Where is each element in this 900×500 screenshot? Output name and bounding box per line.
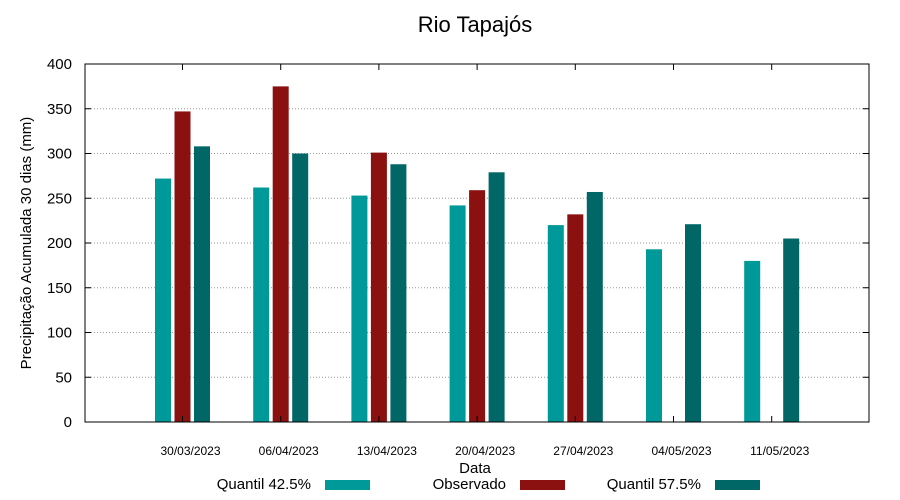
bar xyxy=(586,191,603,422)
legend-label: Observado xyxy=(433,476,506,493)
legend-label: Quantil 42.5% xyxy=(217,476,311,493)
bar xyxy=(567,214,584,422)
bar xyxy=(351,195,368,422)
bars xyxy=(155,86,800,423)
legend: Quantil 42.5% Observado Quantil 57.5% xyxy=(217,476,760,493)
y-tick-label: 50 xyxy=(55,369,72,386)
y-tick-label: 200 xyxy=(47,235,72,252)
bar xyxy=(783,238,800,422)
bar xyxy=(370,152,387,423)
legend-swatch xyxy=(520,480,565,490)
x-axis-label: Data xyxy=(459,460,491,477)
bar xyxy=(469,190,486,422)
bar xyxy=(174,111,191,422)
legend-swatch xyxy=(715,480,760,490)
x-tick-label: 13/04/2023 xyxy=(357,444,417,458)
x-tick-label: 06/04/2023 xyxy=(259,444,319,458)
y-tick-label: 100 xyxy=(47,325,72,342)
bar xyxy=(155,178,171,422)
bar xyxy=(253,187,270,422)
y-tick-label: 250 xyxy=(47,190,72,207)
bar xyxy=(449,205,466,422)
legend-swatch xyxy=(325,480,370,490)
bar xyxy=(547,225,564,422)
ticks: 0 50 100 150 200 250 300 350 400 30/03/2023 06/04/… xyxy=(47,56,869,458)
y-tick-label: 300 xyxy=(47,146,72,163)
bar xyxy=(272,86,289,422)
y-tick-label: 150 xyxy=(47,280,72,297)
x-tick-label: 04/05/2023 xyxy=(651,444,711,458)
x-tick-label: 30/03/2023 xyxy=(160,444,220,458)
bar xyxy=(194,146,210,422)
bar xyxy=(390,164,407,423)
x-tick-label: 27/04/2023 xyxy=(553,444,613,458)
legend-label: Quantil 57.5% xyxy=(607,476,701,493)
y-axis-label: Precipitação Acumulada 30 dias (mm) xyxy=(18,117,35,370)
chart-title: Rio Tapajós xyxy=(418,12,533,37)
y-tick-label: 400 xyxy=(47,56,72,73)
x-tick-label: 11/05/2023 xyxy=(750,444,809,458)
bar xyxy=(685,224,701,422)
bar xyxy=(646,249,662,422)
bar xyxy=(744,260,761,422)
bar xyxy=(292,153,309,422)
x-tick-label: 20/04/2023 xyxy=(455,444,515,458)
y-tick-label: 0 xyxy=(64,414,72,431)
bar xyxy=(488,172,505,422)
y-tick-label: 350 xyxy=(47,101,72,118)
